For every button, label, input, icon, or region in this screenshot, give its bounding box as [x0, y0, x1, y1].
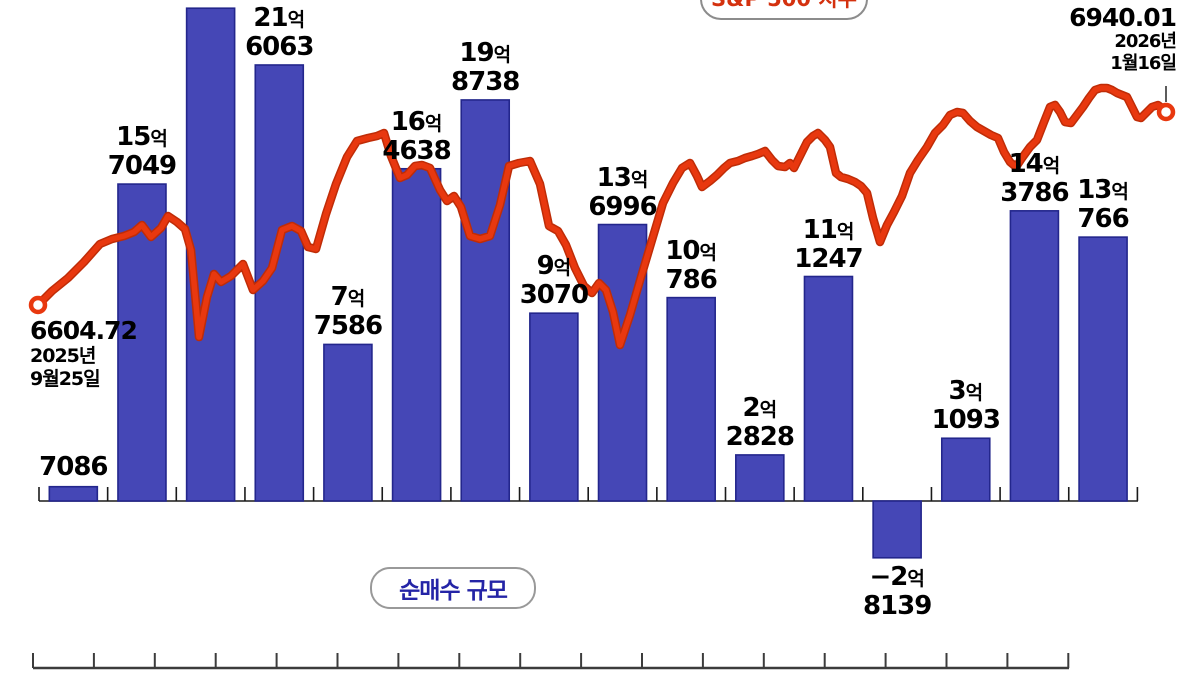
end-date-year: 2026년 [1114, 31, 1177, 52]
bar [597, 223, 648, 502]
bar [460, 99, 511, 502]
end-date-day: 1월16일 [1110, 53, 1177, 74]
bar-series-legend-label: 순매수 규모 [399, 578, 508, 604]
line-series-legend-label: S&P 500 지수 [711, 0, 857, 13]
bar [1078, 236, 1128, 502]
bar [666, 296, 716, 502]
bar [1009, 210, 1060, 502]
bar [529, 312, 579, 502]
bar [735, 454, 785, 502]
start-date-day: 9월25일 [30, 368, 101, 390]
line-series-legend-pill: S&P 500 지수 [700, 0, 868, 20]
start-date-year: 2025년 [30, 345, 96, 367]
start-value-label: 6604.72 [30, 316, 138, 345]
bar [803, 275, 854, 502]
line-end-marker [1156, 102, 1176, 122]
bar [940, 437, 991, 502]
index-line [35, 85, 1169, 348]
line-end-annotation: 6940.01 2026년 1월16일 [1069, 3, 1177, 75]
line-start-marker [28, 295, 48, 315]
bar [48, 485, 99, 502]
bar [391, 167, 442, 502]
bar-series-legend-pill: 순매수 규모 [370, 567, 536, 609]
bar [323, 343, 373, 502]
bar [872, 500, 922, 559]
line-start-annotation: 6604.72 2025년 9월25일 [30, 316, 138, 391]
end-value-label: 6940.01 [1069, 3, 1177, 32]
